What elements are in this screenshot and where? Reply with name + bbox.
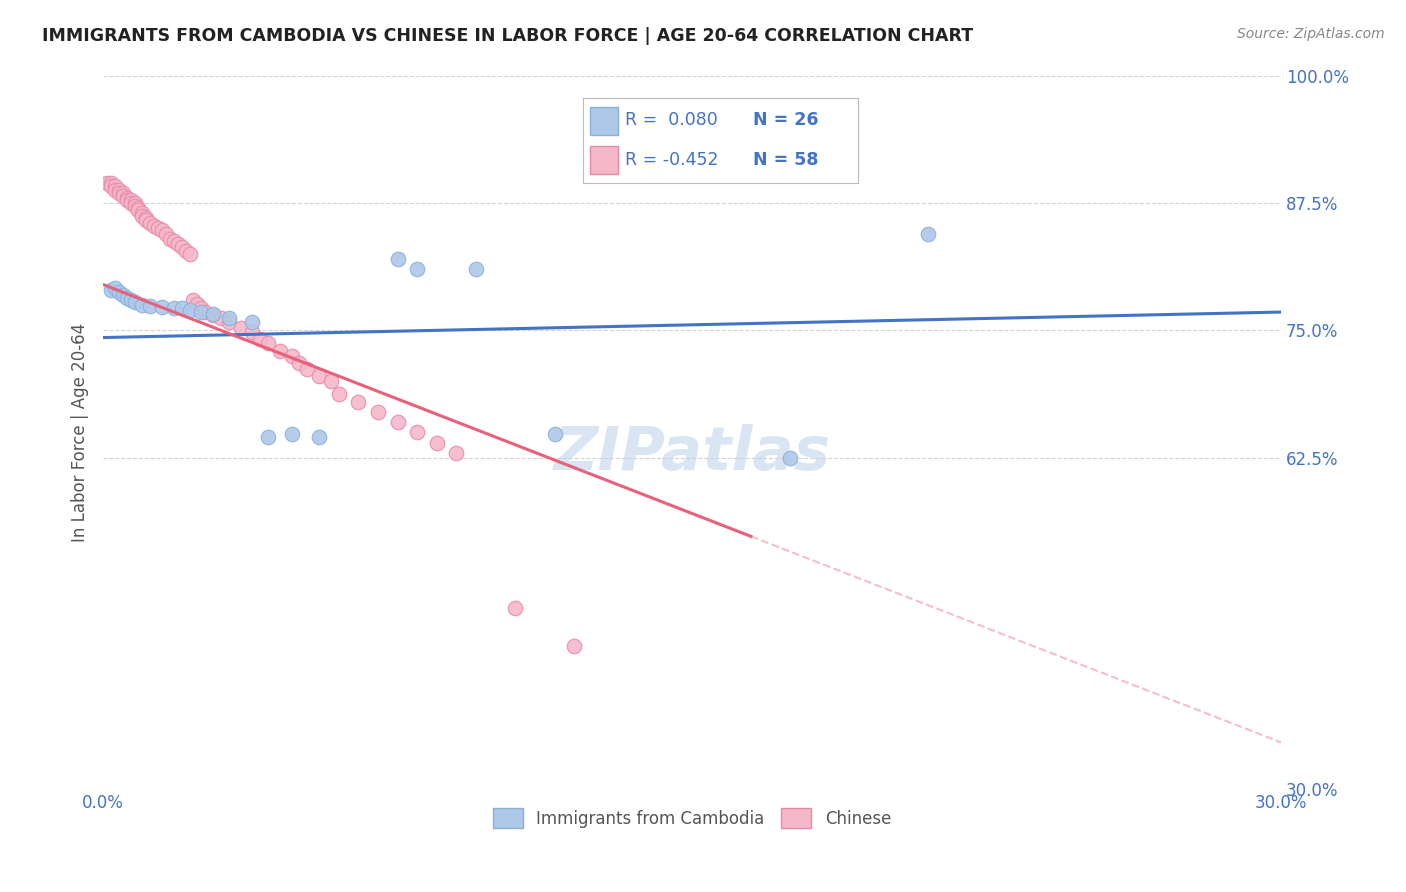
Point (297, 362, 319, 376)
Point (308, 369, 330, 384)
Point (115, 191, 138, 205)
Point (257, 335, 280, 350)
Point (202, 308, 225, 322)
Point (179, 247, 201, 261)
Point (131, 209, 153, 223)
Point (155, 227, 177, 241)
Point (111, 186, 134, 200)
Point (917, 227, 939, 241)
Point (139, 216, 162, 230)
Point (257, 430, 280, 444)
Point (179, 303, 201, 318)
Point (319, 375, 342, 389)
Point (115, 291, 138, 305)
Point (100, 176, 122, 190)
Point (280, 427, 302, 442)
Point (194, 305, 217, 319)
Point (186, 297, 208, 311)
Point (115, 193, 138, 207)
Point (127, 201, 149, 215)
Point (108, 285, 131, 299)
Point (100, 178, 122, 193)
Point (124, 199, 146, 213)
Point (111, 287, 134, 301)
Point (779, 450, 801, 465)
Point (96, 176, 118, 190)
Point (104, 183, 127, 197)
Point (131, 206, 153, 220)
Point (150, 223, 173, 237)
Point (328, 386, 350, 401)
Point (166, 236, 188, 251)
Point (124, 294, 146, 309)
Point (120, 293, 142, 307)
Point (163, 234, 186, 248)
Point (446, 446, 468, 460)
Text: ZIPatlas: ZIPatlas (554, 425, 831, 483)
Point (190, 305, 212, 319)
Point (543, 427, 565, 442)
Point (465, 262, 488, 277)
Text: N = 26: N = 26 (754, 112, 818, 129)
Point (174, 244, 197, 258)
Point (406, 262, 429, 277)
Point (280, 349, 302, 363)
Point (135, 213, 157, 227)
Point (124, 196, 146, 211)
Point (127, 203, 149, 218)
Point (170, 240, 193, 254)
Text: R =  0.080: R = 0.080 (624, 112, 717, 129)
Point (218, 315, 240, 329)
Point (288, 356, 311, 370)
FancyBboxPatch shape (591, 146, 617, 175)
Point (146, 221, 169, 235)
Text: R = -0.452: R = -0.452 (624, 151, 718, 169)
Point (104, 178, 127, 193)
FancyBboxPatch shape (591, 107, 617, 135)
Point (426, 435, 449, 450)
Point (120, 196, 142, 211)
Point (347, 394, 370, 409)
Point (143, 219, 166, 234)
Y-axis label: In Labor Force | Age 20-64: In Labor Force | Age 20-64 (72, 323, 89, 542)
Point (218, 311, 240, 326)
Point (249, 332, 271, 346)
Point (562, 640, 585, 654)
Point (183, 293, 205, 307)
Legend: Immigrants from Cambodia, Chinese: Immigrants from Cambodia, Chinese (486, 802, 897, 834)
Point (367, 405, 389, 419)
Point (505, 600, 527, 615)
Point (108, 183, 131, 197)
Point (240, 315, 263, 329)
Point (159, 232, 181, 246)
Point (100, 283, 122, 297)
Point (269, 343, 291, 358)
Point (190, 301, 212, 315)
Point (108, 186, 131, 200)
Text: Source: ZipAtlas.com: Source: ZipAtlas.com (1237, 27, 1385, 41)
Point (135, 211, 157, 226)
Point (131, 298, 153, 312)
Point (229, 321, 252, 335)
Point (308, 430, 330, 444)
Point (120, 193, 142, 207)
Point (406, 425, 429, 440)
Point (240, 326, 263, 340)
Point (139, 299, 162, 313)
Point (387, 252, 409, 266)
Point (202, 307, 225, 321)
Point (170, 301, 193, 315)
Point (163, 301, 186, 315)
Point (209, 311, 232, 326)
Text: N = 58: N = 58 (754, 151, 818, 169)
Point (104, 280, 127, 294)
Point (111, 189, 134, 203)
Text: IMMIGRANTS FROM CAMBODIA VS CHINESE IN LABOR FORCE | AGE 20-64 CORRELATION CHART: IMMIGRANTS FROM CAMBODIA VS CHINESE IN L… (42, 27, 973, 45)
Point (387, 415, 409, 429)
Point (150, 300, 173, 314)
